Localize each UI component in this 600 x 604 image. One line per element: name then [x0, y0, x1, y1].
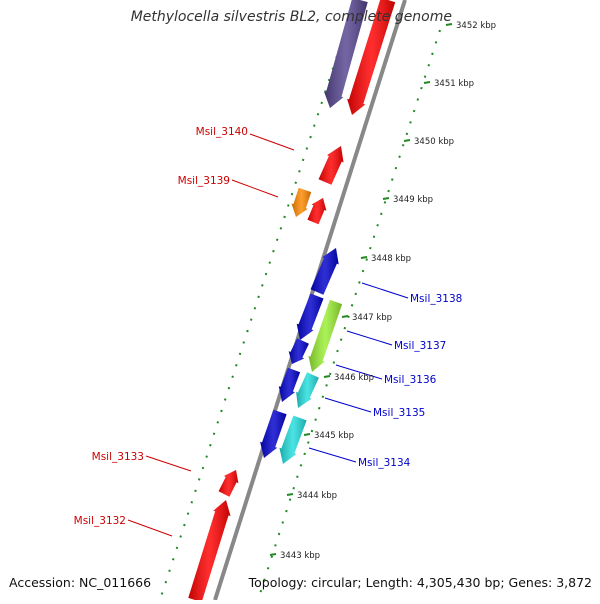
- tick-mark: [360, 256, 368, 259]
- gene-arrow-shade-12: [260, 409, 287, 458]
- outer-dotted-track: [257, 29, 441, 601]
- gene-arrow-shade-2: [347, 0, 396, 115]
- callout-line-7: [308, 447, 357, 463]
- gene-label: Msil_3132: [74, 515, 126, 527]
- gene-arrow-shade-5: [307, 198, 327, 225]
- gene-label: Msil_3135: [373, 407, 425, 419]
- gene-label: Msil_3133: [92, 451, 144, 463]
- gene-arrow-shade-15: [188, 500, 231, 603]
- gene-arrow-shade-10: [278, 367, 301, 402]
- tick-label: 3450 kbp: [414, 137, 454, 147]
- tick-label: 3445 kbp: [314, 431, 354, 441]
- gene-arrow-shade-9: [288, 338, 309, 364]
- topology-text: Topology: circular; Length: 4,305,430 bp…: [248, 575, 592, 590]
- callout-line-9: [127, 519, 173, 537]
- callout-line-2: [231, 179, 279, 198]
- tick-label: 3443 kbp: [280, 551, 320, 561]
- kbp-ticks: 3452 kbp 3451 kbp 3450 kbp 3449 kbp 3448 kbp…: [269, 21, 496, 561]
- gene-arrow-shade-7: [296, 293, 324, 340]
- tick-mark: [403, 139, 411, 142]
- gene-arrow-shade-14: [218, 470, 239, 497]
- accession-text: Accession: NC_011666: [9, 575, 152, 590]
- tick-mark: [423, 81, 431, 84]
- callout-line-1: [249, 133, 295, 151]
- gene-arrow-shade-11: [296, 372, 319, 408]
- tick-mark: [303, 433, 311, 436]
- gene-label: Msil_3138: [410, 293, 462, 305]
- gene-features: [188, 0, 396, 603]
- callout-line-8: [145, 455, 192, 472]
- tick-label: 3447 kbp: [352, 313, 392, 323]
- gene-arrow-shade-1: [324, 0, 368, 108]
- callout-line-5: [335, 364, 383, 380]
- tick-mark: [323, 375, 331, 378]
- tick-label: 3444 kbp: [297, 491, 337, 501]
- tick-label: 3449 kbp: [393, 195, 433, 205]
- gene-arrow-shade-6: [310, 248, 339, 295]
- gene-arrow-shade-4: [291, 187, 312, 217]
- gene-label: Msil_3139: [178, 175, 230, 187]
- gene-arrow-shade-3: [318, 146, 344, 185]
- callout-line-3: [361, 282, 409, 299]
- tick-label: 3451 kbp: [434, 79, 474, 89]
- tick-mark: [269, 553, 277, 556]
- gene-label: Msil_3134: [358, 457, 411, 469]
- gene-label: Msil_3140: [196, 126, 248, 138]
- gene-arrow-shade-13: [279, 415, 307, 464]
- inner-dotted-track: [159, 21, 349, 601]
- gene-callouts: Msil_3140 Msil_3139 Msil_3138 Msil_3137 Msil…: [74, 126, 462, 537]
- tick-label: 3448 kbp: [371, 254, 411, 264]
- tick-mark: [341, 315, 349, 318]
- map-title: Methylocella silvestris BL2, complete ge…: [130, 9, 452, 25]
- gene-arrow-shade-8: [308, 299, 343, 372]
- callout-line-6: [324, 397, 372, 413]
- tick-mark: [382, 197, 390, 200]
- tick-mark: [286, 493, 294, 496]
- tick-mark: [445, 23, 453, 26]
- tick-label: 3446 kbp: [334, 373, 374, 383]
- tick-label: 3452 kbp: [456, 21, 496, 31]
- callout-line-4: [346, 330, 393, 346]
- gene-label: Msil_3136: [384, 374, 437, 386]
- gene-label: Msil_3137: [394, 340, 446, 352]
